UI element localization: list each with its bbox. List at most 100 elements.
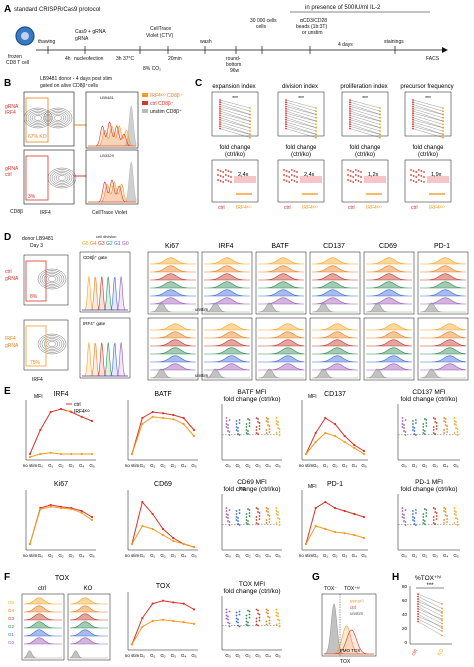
svg-text:***: *** [232, 96, 238, 102]
chart-title: BATF [154, 391, 171, 398]
tick-label: G₁ [412, 553, 418, 558]
scatter-point [443, 522, 445, 524]
tick-label: G₅ [89, 463, 95, 468]
histogram-trace [69, 597, 108, 605]
fc-point [357, 175, 360, 177]
tick-label: G₃ [255, 553, 261, 558]
svg-text:IRF4ᴷᴼ: IRF4ᴷᴼ [236, 205, 252, 211]
svg-text:(ctrl/ko): (ctrl/ko) [418, 152, 438, 158]
scatter-point [255, 623, 258, 626]
contour-line [27, 110, 49, 126]
contour-line [47, 167, 77, 189]
fc-point [290, 174, 293, 176]
histogram-trace [150, 368, 196, 379]
svg-text:ctrl: ctrl [284, 205, 291, 211]
histogram-trace [258, 257, 304, 265]
generation-label: G0 [8, 640, 15, 645]
pair-line [349, 102, 381, 112]
scatter-point [404, 524, 407, 526]
fc-point [222, 181, 225, 183]
tick-label: G₃ [342, 463, 348, 468]
scatter-point [444, 514, 447, 516]
histogram-trace [88, 121, 136, 147]
histogram-trace [204, 265, 250, 273]
pair-line [349, 110, 381, 122]
fc-point [415, 171, 418, 173]
scatter-point [247, 621, 249, 624]
ko-point [315, 123, 317, 126]
ctrl-point [349, 99, 351, 101]
scatter-point [275, 608, 278, 611]
histogram-trace [82, 342, 128, 377]
scatter-point [435, 422, 438, 424]
histogram-trace [366, 331, 413, 339]
fc-point [412, 180, 415, 182]
tick-label: G₁ [323, 553, 329, 558]
pair-line [219, 115, 251, 125]
ko-point [442, 110, 444, 113]
histogram-trace [204, 347, 251, 355]
scatter-point [432, 417, 435, 419]
fold-change-label: 1,2x [368, 172, 379, 178]
tick-label: G₂ [332, 553, 338, 558]
ridge-plot [201, 251, 253, 315]
scatter-point [247, 508, 249, 510]
scatter-point [422, 516, 425, 518]
svg-text:gRNA: gRNA [75, 36, 89, 42]
tick-label: G₅ [361, 553, 367, 558]
panel-label-e: E [4, 386, 11, 397]
ctrl-point [349, 118, 351, 121]
scatter-point [434, 421, 437, 423]
histogram-trace [312, 297, 358, 305]
fc-point [283, 174, 285, 176]
scatter-point [275, 522, 278, 524]
panel-c-title: division index [282, 84, 318, 90]
ko-point [379, 126, 381, 129]
scatter-point [275, 611, 278, 614]
ctrl-point [219, 116, 221, 119]
scatter-point [225, 417, 228, 419]
scatter-point [265, 623, 268, 626]
scatter-point [258, 619, 261, 622]
panel-d: D donor LB9481 Day 3 cell division G5 G4 G… [4, 232, 469, 383]
histogram-trace [258, 297, 304, 305]
histogram-trace [258, 363, 305, 371]
ko-point [442, 133, 444, 136]
svg-text:CD8β: CD8β [10, 209, 23, 215]
histogram-trace [258, 347, 305, 355]
fc-point [222, 176, 225, 178]
svg-text:fold change (ctrl/ko): fold change (ctrl/ko) [400, 486, 457, 493]
scatter-point [235, 516, 238, 518]
pair-line [285, 102, 317, 112]
ctrl-point [349, 112, 351, 115]
scatter-point [278, 619, 281, 622]
scatter-point [453, 423, 456, 425]
scatter-point [423, 418, 426, 420]
fc-point [415, 176, 418, 178]
histogram-trace [420, 289, 466, 297]
scatter-point [423, 430, 426, 432]
ctrl-point [412, 114, 414, 117]
svg-text:beads (1b:3T): beads (1b:3T) [296, 24, 327, 30]
histogram-trace [312, 339, 358, 347]
marker-title: IRF4 [218, 243, 233, 250]
fc-point [423, 171, 425, 173]
fc-point [354, 169, 357, 171]
pair-line [219, 99, 251, 109]
scatter-point [432, 432, 435, 434]
fc-point [293, 180, 296, 182]
scatter-point [265, 417, 268, 419]
fc-point [230, 181, 232, 183]
scatter-point [238, 613, 241, 616]
tick-label: G₅ [361, 463, 367, 468]
pair-line [412, 117, 444, 128]
scatter-point [268, 431, 271, 433]
pair-line [219, 117, 251, 128]
ctrl-point [285, 116, 287, 119]
scatter-point [443, 519, 445, 521]
scatter-point [267, 615, 269, 618]
tick-label: G₄ [181, 463, 187, 468]
svg-text:TOX: TOX [55, 575, 70, 582]
ctrl-point [219, 125, 221, 128]
fold-change-plot [341, 159, 389, 203]
